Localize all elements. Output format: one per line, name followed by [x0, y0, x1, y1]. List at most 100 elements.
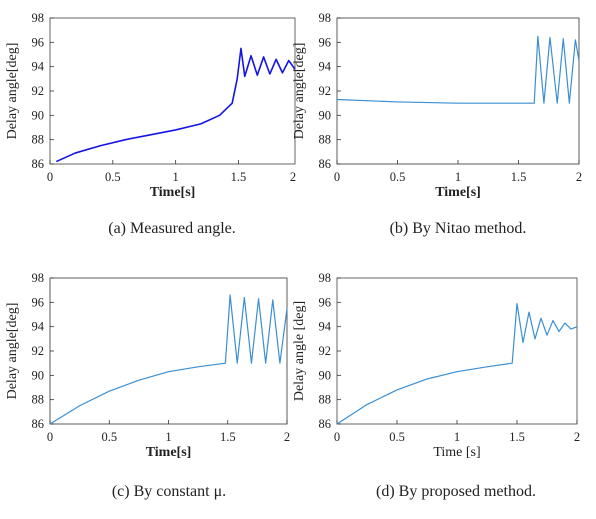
y-tick-label: 86 — [319, 417, 332, 431]
x-tick-label: 0 — [334, 430, 340, 444]
y-tick-label: 98 — [32, 11, 45, 25]
x-tick-label: 1.5 — [509, 430, 525, 444]
y-tick-label: 92 — [319, 84, 332, 98]
x-tick-label: 2 — [290, 170, 296, 184]
x-tick-label: 1.5 — [511, 170, 527, 184]
y-tick-label: 94 — [32, 60, 45, 74]
series-point — [456, 371, 457, 372]
series-point — [575, 39, 576, 40]
plot-frame — [49, 17, 296, 165]
series-point — [426, 378, 427, 379]
x-tick-label: 1 — [455, 170, 461, 184]
panel-caption: (a) Measured angle. — [108, 220, 236, 237]
x-axis-label: Time[s] — [150, 185, 196, 200]
series-point — [225, 363, 226, 364]
series-point — [79, 405, 80, 406]
series-point — [552, 320, 553, 321]
y-tick-label: 86 — [32, 157, 45, 171]
y-tick-label: 98 — [319, 11, 332, 25]
x-axis-label: Time [s] — [433, 445, 480, 460]
series-point — [396, 389, 397, 390]
y-tick-label: 88 — [32, 393, 45, 407]
series-point — [286, 308, 287, 309]
y-tick-label: 88 — [319, 133, 332, 147]
panel-caption: (b) By Nitao method. — [390, 220, 527, 237]
x-tick-label: 0 — [47, 430, 53, 444]
series-point — [546, 335, 547, 336]
series-point — [251, 363, 252, 364]
series-point — [558, 331, 559, 332]
x-tick-label: 0.5 — [101, 430, 117, 444]
series-point — [49, 423, 50, 424]
series-point — [557, 103, 558, 104]
series-point — [276, 59, 277, 60]
series-point — [109, 391, 110, 392]
series-point — [522, 342, 523, 343]
series-line — [336, 302, 578, 425]
y-tick-label: 94 — [32, 320, 45, 334]
x-tick-label: 2 — [576, 170, 582, 184]
x-tick-label: 1 — [173, 170, 179, 184]
y-tick-label: 94 — [319, 60, 332, 74]
y-axis-label: Delay angle [deg] — [292, 301, 307, 401]
series-point — [512, 363, 513, 364]
x-tick-label: 0 — [334, 170, 340, 184]
y-tick-label: 90 — [319, 108, 332, 122]
y-tick-label: 90 — [319, 368, 332, 382]
series-point — [578, 60, 579, 61]
series-point — [168, 371, 169, 372]
series-point — [175, 129, 176, 130]
plot-frame — [49, 277, 288, 425]
x-tick-label: 2 — [574, 430, 580, 444]
y-tick-label: 98 — [32, 271, 45, 285]
x-tick-label: 0.5 — [389, 430, 405, 444]
series-line — [336, 35, 580, 104]
series-point — [244, 297, 245, 298]
series-point — [75, 152, 76, 153]
series-point — [518, 103, 519, 104]
chart-panel-b: 86 88 90 92 94 96 98 0 0.5 1 1.5 2 Time[s] Delay angl… — [292, 11, 582, 237]
series-point — [257, 75, 258, 76]
x-tick-label: 0.5 — [390, 170, 406, 184]
x-tick-label: 0.5 — [105, 170, 121, 184]
x-axis-label: Time[s] — [435, 185, 481, 200]
x-tick-label: 1.5 — [231, 170, 247, 184]
x-tick-label: 1 — [165, 430, 171, 444]
y-tick-label: 92 — [32, 344, 45, 358]
series-point — [528, 311, 529, 312]
series-point — [534, 338, 535, 339]
y-tick-label: 92 — [319, 344, 332, 358]
series-point — [563, 38, 564, 39]
y-tick-label: 96 — [32, 35, 45, 49]
series-point — [150, 134, 151, 135]
series-point — [336, 423, 337, 424]
y-tick-label: 86 — [319, 157, 332, 171]
panel-caption: (d) By proposed method. — [376, 483, 536, 500]
y-tick-label: 96 — [319, 35, 332, 49]
series-line — [55, 47, 296, 163]
x-tick-label: 0 — [47, 170, 53, 184]
series-line — [49, 294, 288, 425]
series-point — [138, 380, 139, 381]
series-point — [265, 363, 266, 364]
series-point — [576, 326, 577, 327]
chart-panel-a: 86 88 90 92 94 96 98 0 0.5 1 1.5 2 Time[s] Delay angl… — [5, 11, 296, 237]
y-tick-label: 96 — [319, 295, 332, 309]
x-axis-label: Time[s] — [146, 445, 192, 460]
series-point — [237, 78, 238, 79]
series-point — [549, 37, 550, 38]
series-point — [244, 76, 245, 77]
y-tick-label: 96 — [32, 295, 45, 309]
series-point — [100, 145, 101, 146]
y-tick-label: 92 — [32, 84, 45, 98]
series-point — [569, 103, 570, 104]
chart-panel-c: 86 88 90 92 94 96 98 0 0.5 1 1.5 2 Time[s] Delay angl… — [5, 271, 290, 500]
series-point — [232, 103, 233, 104]
series-point — [240, 48, 241, 49]
series-point — [537, 36, 538, 37]
series-point — [564, 322, 565, 323]
series-point — [457, 103, 458, 104]
series-point — [540, 318, 541, 319]
y-tick-label: 86 — [32, 417, 45, 431]
